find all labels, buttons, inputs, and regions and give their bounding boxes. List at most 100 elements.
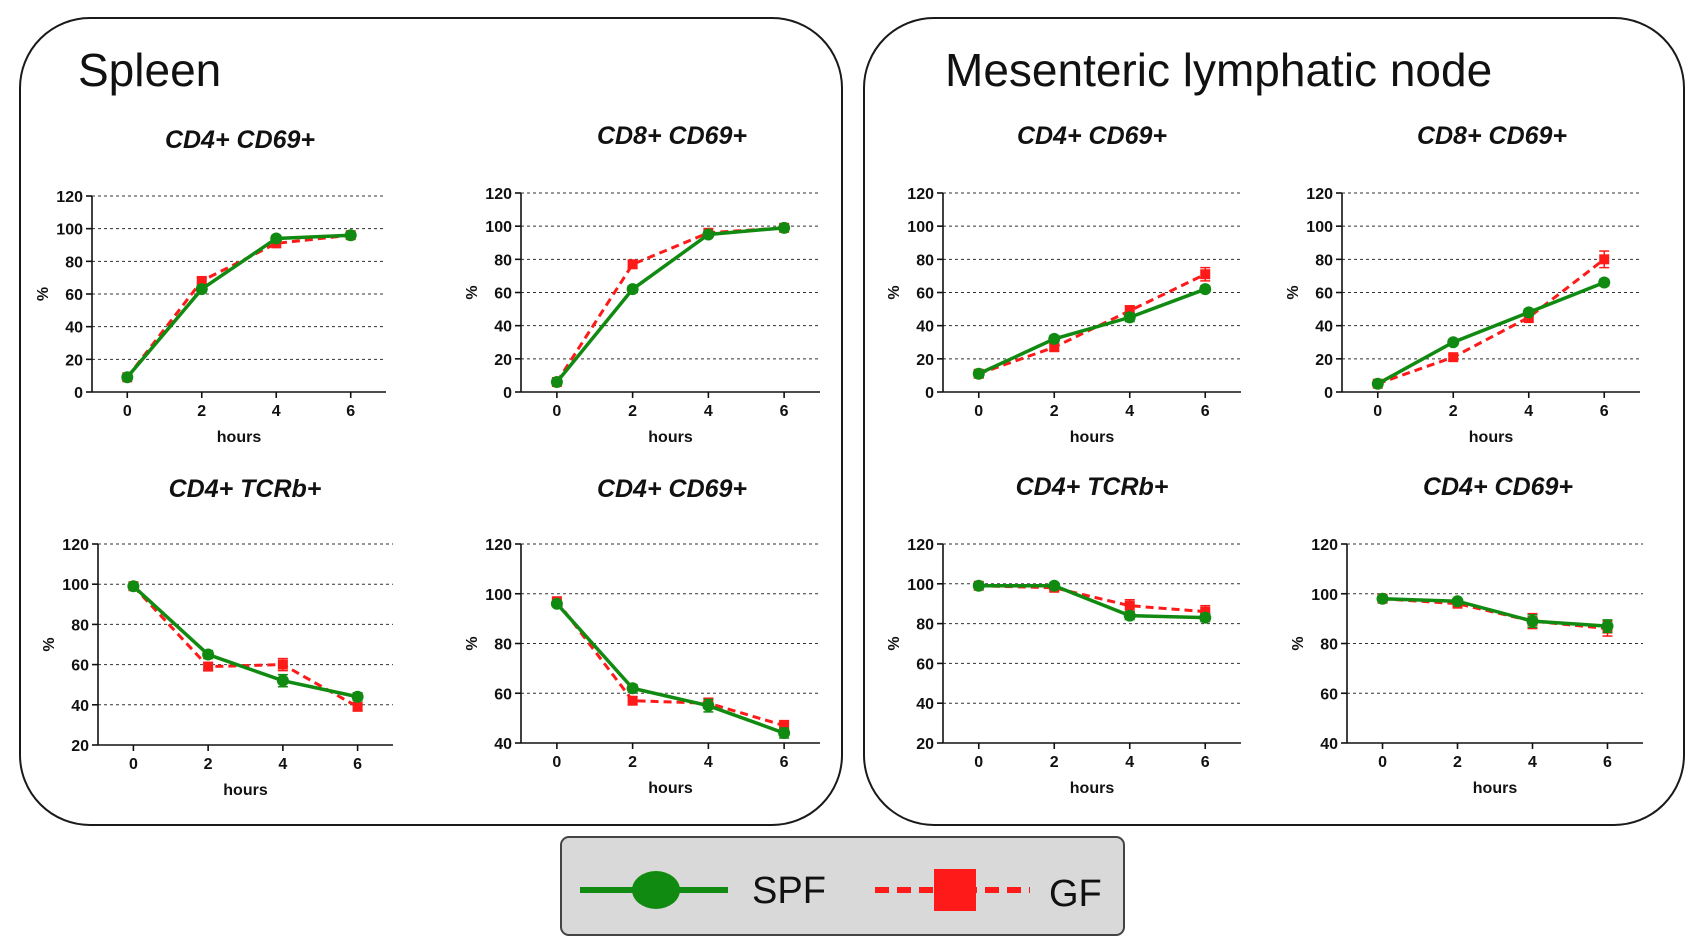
y-axis-label: % bbox=[464, 636, 481, 650]
x-tick-label: 4 bbox=[278, 756, 287, 773]
series-line-spf bbox=[978, 584, 1206, 620]
x-tick-label: 2 bbox=[1050, 754, 1059, 771]
y-tick-label: 120 bbox=[485, 186, 512, 203]
y-tick-label: 0 bbox=[503, 385, 512, 402]
data-point-spf bbox=[626, 283, 639, 296]
data-point-spf bbox=[550, 597, 563, 610]
y-tick-label: 80 bbox=[916, 617, 934, 634]
legend: SPF GF bbox=[560, 836, 1125, 936]
data-point-spf bbox=[195, 283, 208, 296]
series-line-spf bbox=[132, 584, 358, 699]
data-point-spf bbox=[778, 727, 791, 740]
y-tick-label: 60 bbox=[65, 287, 83, 304]
data-point-spf bbox=[351, 690, 364, 703]
legend-spf-label: SPF bbox=[752, 870, 826, 912]
x-tick-label: 6 bbox=[1603, 754, 1612, 771]
x-tick-label: 2 bbox=[1453, 754, 1462, 771]
y-axis-label: % bbox=[35, 287, 52, 301]
y-tick-label: 20 bbox=[1315, 352, 1333, 369]
x-tick-label: 4 bbox=[704, 754, 713, 771]
y-tick-label: 40 bbox=[71, 698, 89, 715]
x-tick-label: 2 bbox=[1449, 403, 1458, 420]
chart-title: CD8+ CD69+ bbox=[1417, 122, 1567, 150]
y-axis-label: % bbox=[886, 636, 903, 650]
y-tick-label: 20 bbox=[916, 352, 934, 369]
chart-1: CD8+ CD69+ 0 20 40 60 80 100 120 0 2 4 6 hours% bbox=[464, 122, 820, 446]
x-tick-label: 4 bbox=[1524, 403, 1533, 420]
panel-title-spleen: Spleen bbox=[78, 44, 221, 96]
chart-2: CD4+ TCRb+ 20 40 60 80 100 120 0 2 4 6 hours% bbox=[41, 475, 393, 799]
legend-gf-label: GF bbox=[1049, 873, 1102, 915]
data-point-spf bbox=[276, 674, 289, 687]
y-tick-label: 60 bbox=[916, 286, 934, 303]
data-point-spf bbox=[1601, 620, 1614, 633]
data-point-spf bbox=[1598, 276, 1611, 289]
y-tick-label: 60 bbox=[1320, 686, 1338, 703]
y-tick-label: 100 bbox=[56, 222, 83, 239]
data-point-spf bbox=[1371, 377, 1384, 390]
chart-title: CD4+ TCRb+ bbox=[1016, 473, 1169, 501]
data-point-spf bbox=[972, 367, 985, 380]
series-line-gf bbox=[132, 585, 359, 709]
series-line-spf bbox=[1382, 596, 1608, 628]
data-point-gf bbox=[1124, 600, 1135, 611]
data-point-spf bbox=[1048, 332, 1061, 345]
y-tick-label: 80 bbox=[494, 252, 512, 269]
series-line-spf bbox=[555, 226, 785, 384]
x-tick-label: 0 bbox=[1373, 403, 1382, 420]
data-point-gf bbox=[196, 275, 207, 286]
data-point-spf bbox=[972, 579, 985, 592]
y-tick-label: 80 bbox=[494, 637, 512, 654]
data-point-spf bbox=[702, 699, 715, 712]
x-tick-label: 2 bbox=[628, 754, 637, 771]
y-tick-label: 40 bbox=[916, 696, 934, 713]
x-axis-label: hours bbox=[1070, 429, 1115, 446]
y-tick-label: 120 bbox=[485, 537, 512, 554]
x-tick-label: 6 bbox=[1600, 403, 1609, 420]
x-axis-label: hours bbox=[1473, 780, 1518, 797]
x-axis-label: hours bbox=[648, 429, 693, 446]
x-axis-label: hours bbox=[217, 429, 262, 446]
data-point-gf bbox=[1448, 352, 1459, 363]
x-axis-label: hours bbox=[1070, 780, 1115, 797]
chart-title: CD4+ CD69+ bbox=[597, 475, 747, 503]
panel-spleen-frame bbox=[19, 17, 843, 826]
x-tick-label: 2 bbox=[628, 403, 637, 420]
data-point-spf bbox=[1123, 311, 1136, 324]
y-tick-label: 80 bbox=[916, 252, 934, 269]
y-tick-label: 80 bbox=[1320, 637, 1338, 654]
y-tick-label: 20 bbox=[65, 352, 83, 369]
data-point-gf bbox=[277, 659, 288, 670]
y-tick-label: 40 bbox=[494, 319, 512, 336]
data-point-spf bbox=[1526, 615, 1539, 628]
chart-5: CD8+ CD69+ 0 20 40 60 80 100 120 0 2 4 6 hours% bbox=[1285, 122, 1640, 446]
y-tick-label: 100 bbox=[907, 219, 934, 236]
data-point-spf bbox=[344, 229, 357, 242]
x-tick-label: 4 bbox=[1125, 403, 1134, 420]
x-tick-label: 0 bbox=[974, 754, 983, 771]
y-tick-label: 120 bbox=[907, 537, 934, 554]
y-tick-label: 100 bbox=[907, 577, 934, 594]
y-axis-label: % bbox=[1290, 636, 1307, 650]
x-tick-label: 0 bbox=[1378, 754, 1387, 771]
x-tick-label: 2 bbox=[1050, 403, 1059, 420]
chart-title: CD4+ CD69+ bbox=[1017, 122, 1167, 150]
y-tick-label: 60 bbox=[494, 686, 512, 703]
data-point-spf bbox=[1199, 283, 1212, 296]
y-tick-label: 100 bbox=[1311, 587, 1338, 604]
x-tick-label: 4 bbox=[1125, 754, 1134, 771]
y-axis-label: % bbox=[41, 637, 58, 651]
y-tick-label: 100 bbox=[62, 577, 89, 594]
panel-title-mln: Mesenteric lymphatic node bbox=[945, 44, 1492, 96]
series-line-spf bbox=[978, 287, 1206, 376]
chart-6: CD4+ TCRb+ 20 40 60 80 100 120 0 2 4 6 hours% bbox=[886, 473, 1241, 797]
chart-title: CD4+ CD69+ bbox=[1423, 473, 1573, 501]
y-tick-label: 0 bbox=[74, 385, 83, 402]
x-tick-label: 0 bbox=[123, 403, 132, 420]
series-line-gf bbox=[555, 226, 785, 383]
data-point-spf bbox=[127, 580, 140, 593]
data-point-gf bbox=[1599, 254, 1610, 265]
y-tick-label: 20 bbox=[916, 736, 934, 753]
y-tick-label: 100 bbox=[485, 219, 512, 236]
y-tick-label: 40 bbox=[1320, 736, 1338, 753]
